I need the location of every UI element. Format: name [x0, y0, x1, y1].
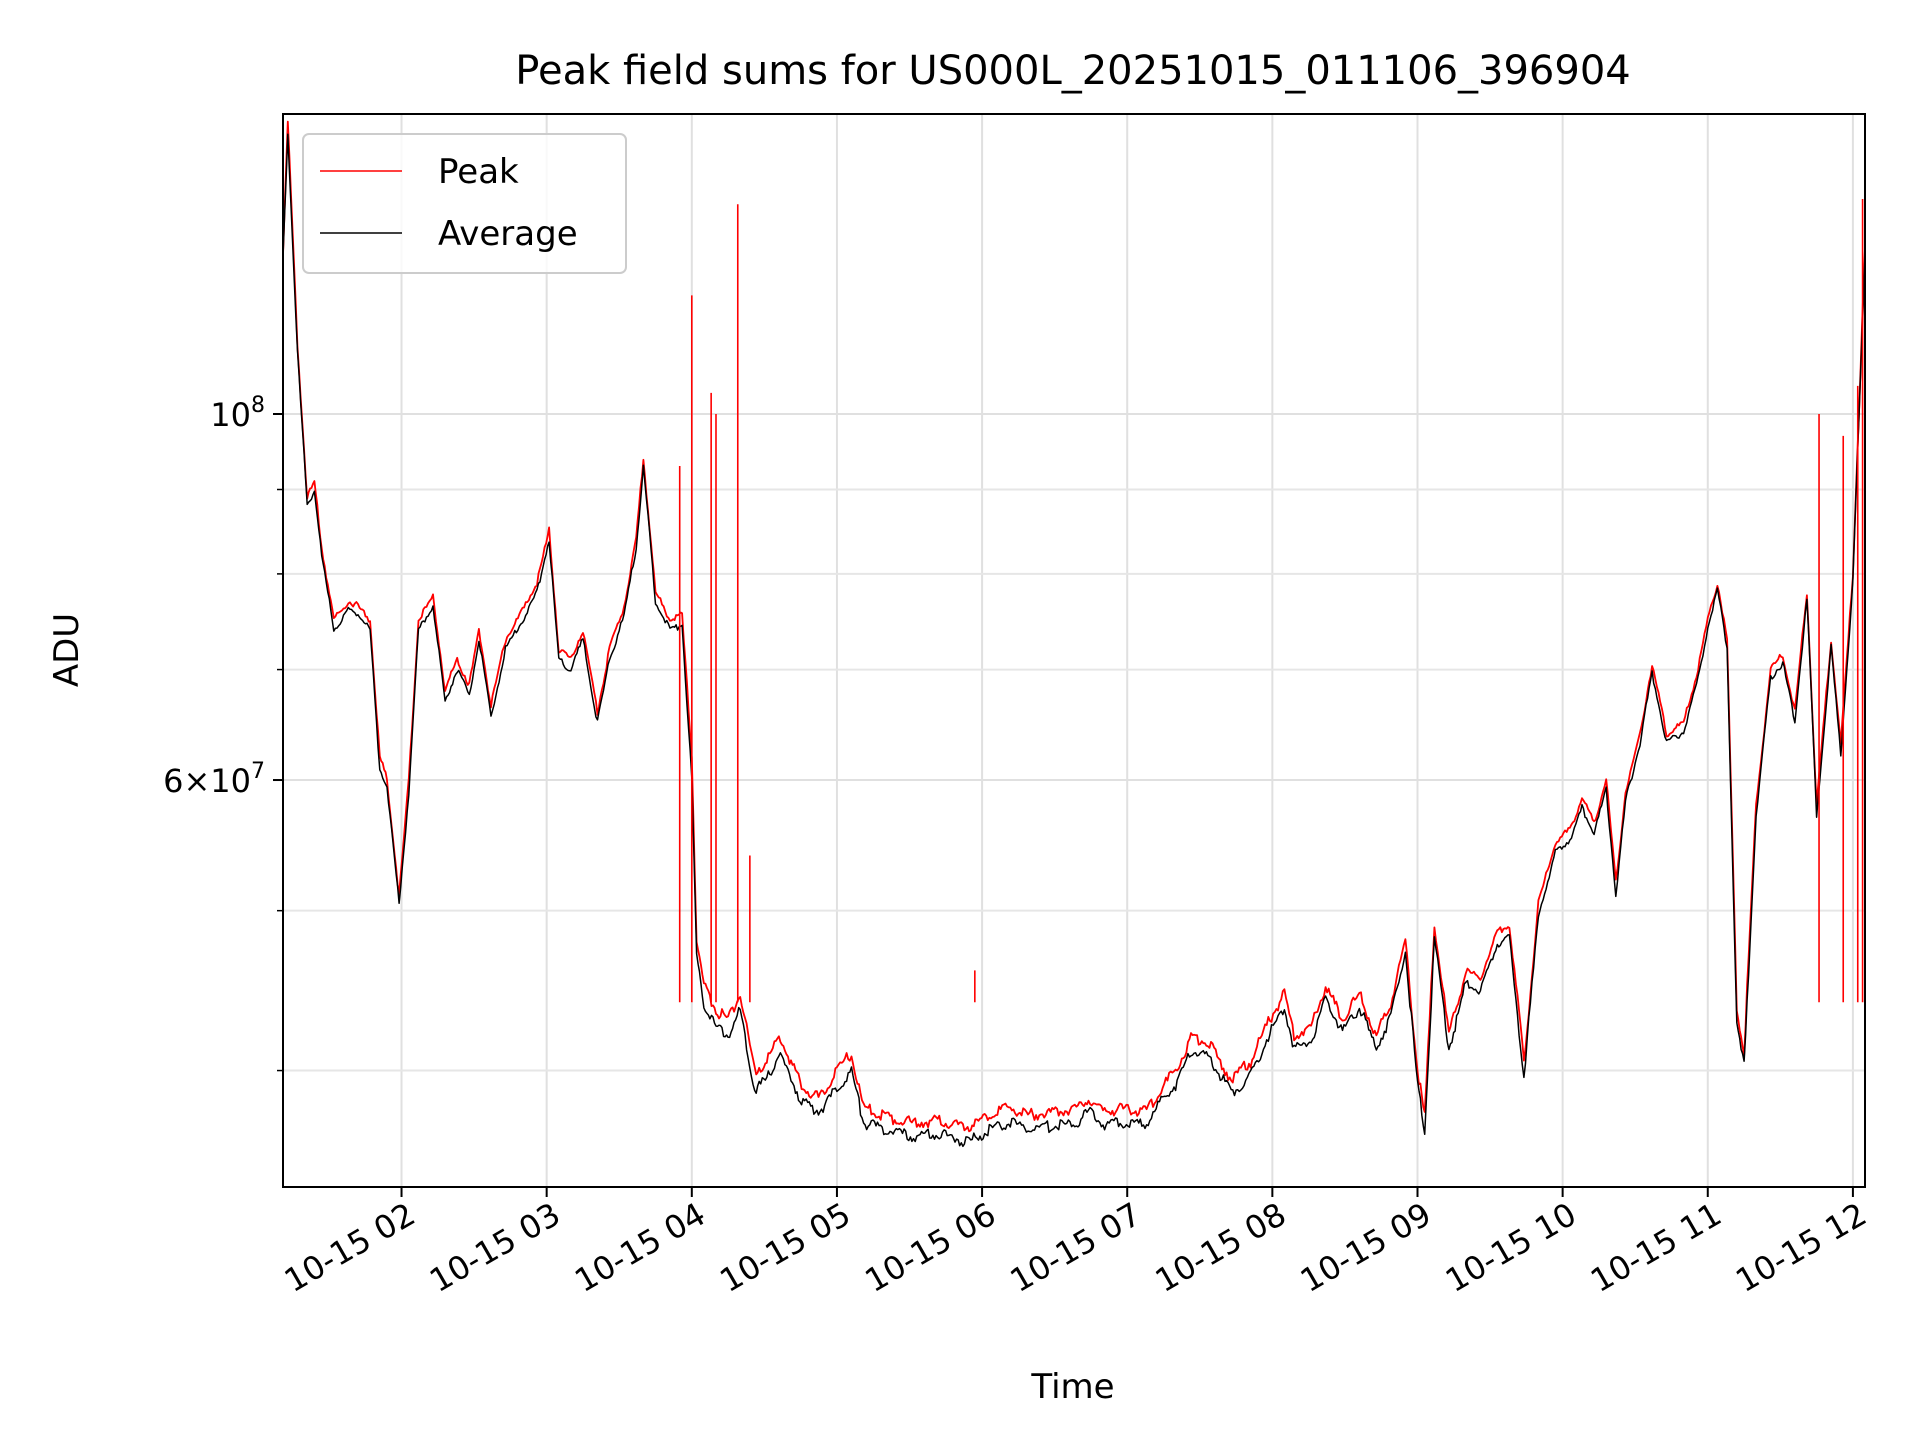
series-layer: [282, 120, 1866, 1148]
legend-box: [302, 133, 627, 274]
series-line-peak: [282, 120, 1866, 1133]
y-axis-label: ADU: [47, 613, 87, 687]
y-tick-label: 108: [210, 393, 265, 434]
x-axis-label: Time: [1030, 1367, 1114, 1407]
y-tick-label-base: 10: [210, 396, 251, 434]
legend: Peak Average: [302, 133, 627, 274]
y-tick-label: 6×107: [163, 759, 265, 800]
y-tick-label-base: 6×10: [163, 762, 251, 800]
y-tick-label-exponent: 7: [251, 759, 265, 784]
series-line-average: [282, 133, 1866, 1148]
legend-label-peak: Peak: [438, 152, 519, 192]
y-axis: 108 6×107: [163, 393, 283, 1072]
chart-title: Peak field sums for US000L_20251015_0111…: [515, 48, 1630, 94]
y-tick-label-exponent: 8: [251, 393, 265, 418]
legend-label-average: Average: [438, 214, 578, 254]
grid: [283, 114, 1865, 1187]
plot-frame: [282, 113, 1866, 1188]
